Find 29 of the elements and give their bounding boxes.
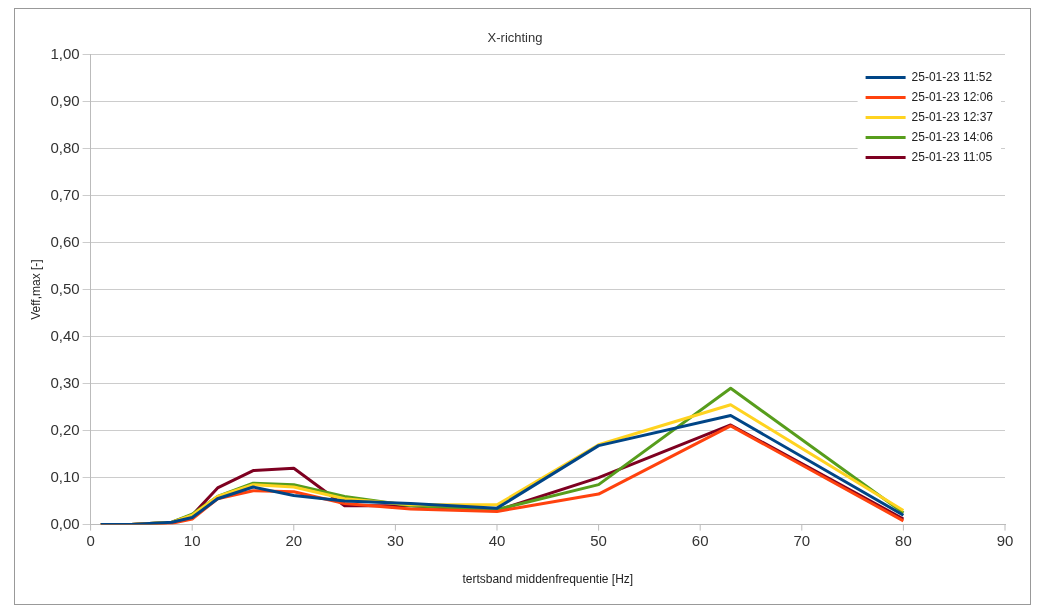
chart-title: X-richting [487, 30, 543, 46]
x-tick-label: 80 [895, 532, 912, 550]
x-tick-label: 20 [285, 532, 303, 550]
y-tick-label: 0,10 [50, 467, 80, 485]
x-tick-label: 70 [793, 532, 811, 550]
x-tick-label: 10 [183, 532, 201, 550]
y-tick-label: 0,80 [50, 138, 80, 156]
y-tick-label: 0,30 [50, 373, 80, 391]
legend-label: 25-01-23 12:06 [911, 89, 994, 104]
x-tick-label: 60 [691, 532, 709, 550]
y-tick-label: 1,00 [50, 44, 80, 62]
legend-label: 25-01-23 12:37 [911, 109, 994, 124]
y-axis-title: Veff,max [-] [28, 259, 43, 320]
x-tick-label: 40 [488, 532, 506, 550]
x-tick-label: 50 [590, 532, 607, 550]
x-tick-label: 90 [996, 532, 1014, 550]
legend-label: 25-01-23 11:52 [911, 69, 993, 84]
y-tick-label: 0,40 [50, 326, 80, 344]
y-tick-label: 0,00 [50, 514, 80, 532]
legend-label: 25-01-23 11:05 [911, 149, 993, 164]
y-tick-label: 0,20 [50, 420, 80, 438]
y-tick-label: 0,50 [50, 279, 80, 297]
y-tick-label: 0,90 [50, 91, 80, 109]
y-tick-label: 0,70 [50, 185, 80, 203]
y-tick-label: 0,60 [50, 232, 80, 250]
x-tick-label: 30 [387, 532, 404, 550]
x-tick-label: 0 [86, 532, 95, 550]
x-axis-title: tertsband middenfrequentie [Hz] [462, 572, 634, 587]
legend-label: 25-01-23 14:06 [911, 129, 994, 144]
